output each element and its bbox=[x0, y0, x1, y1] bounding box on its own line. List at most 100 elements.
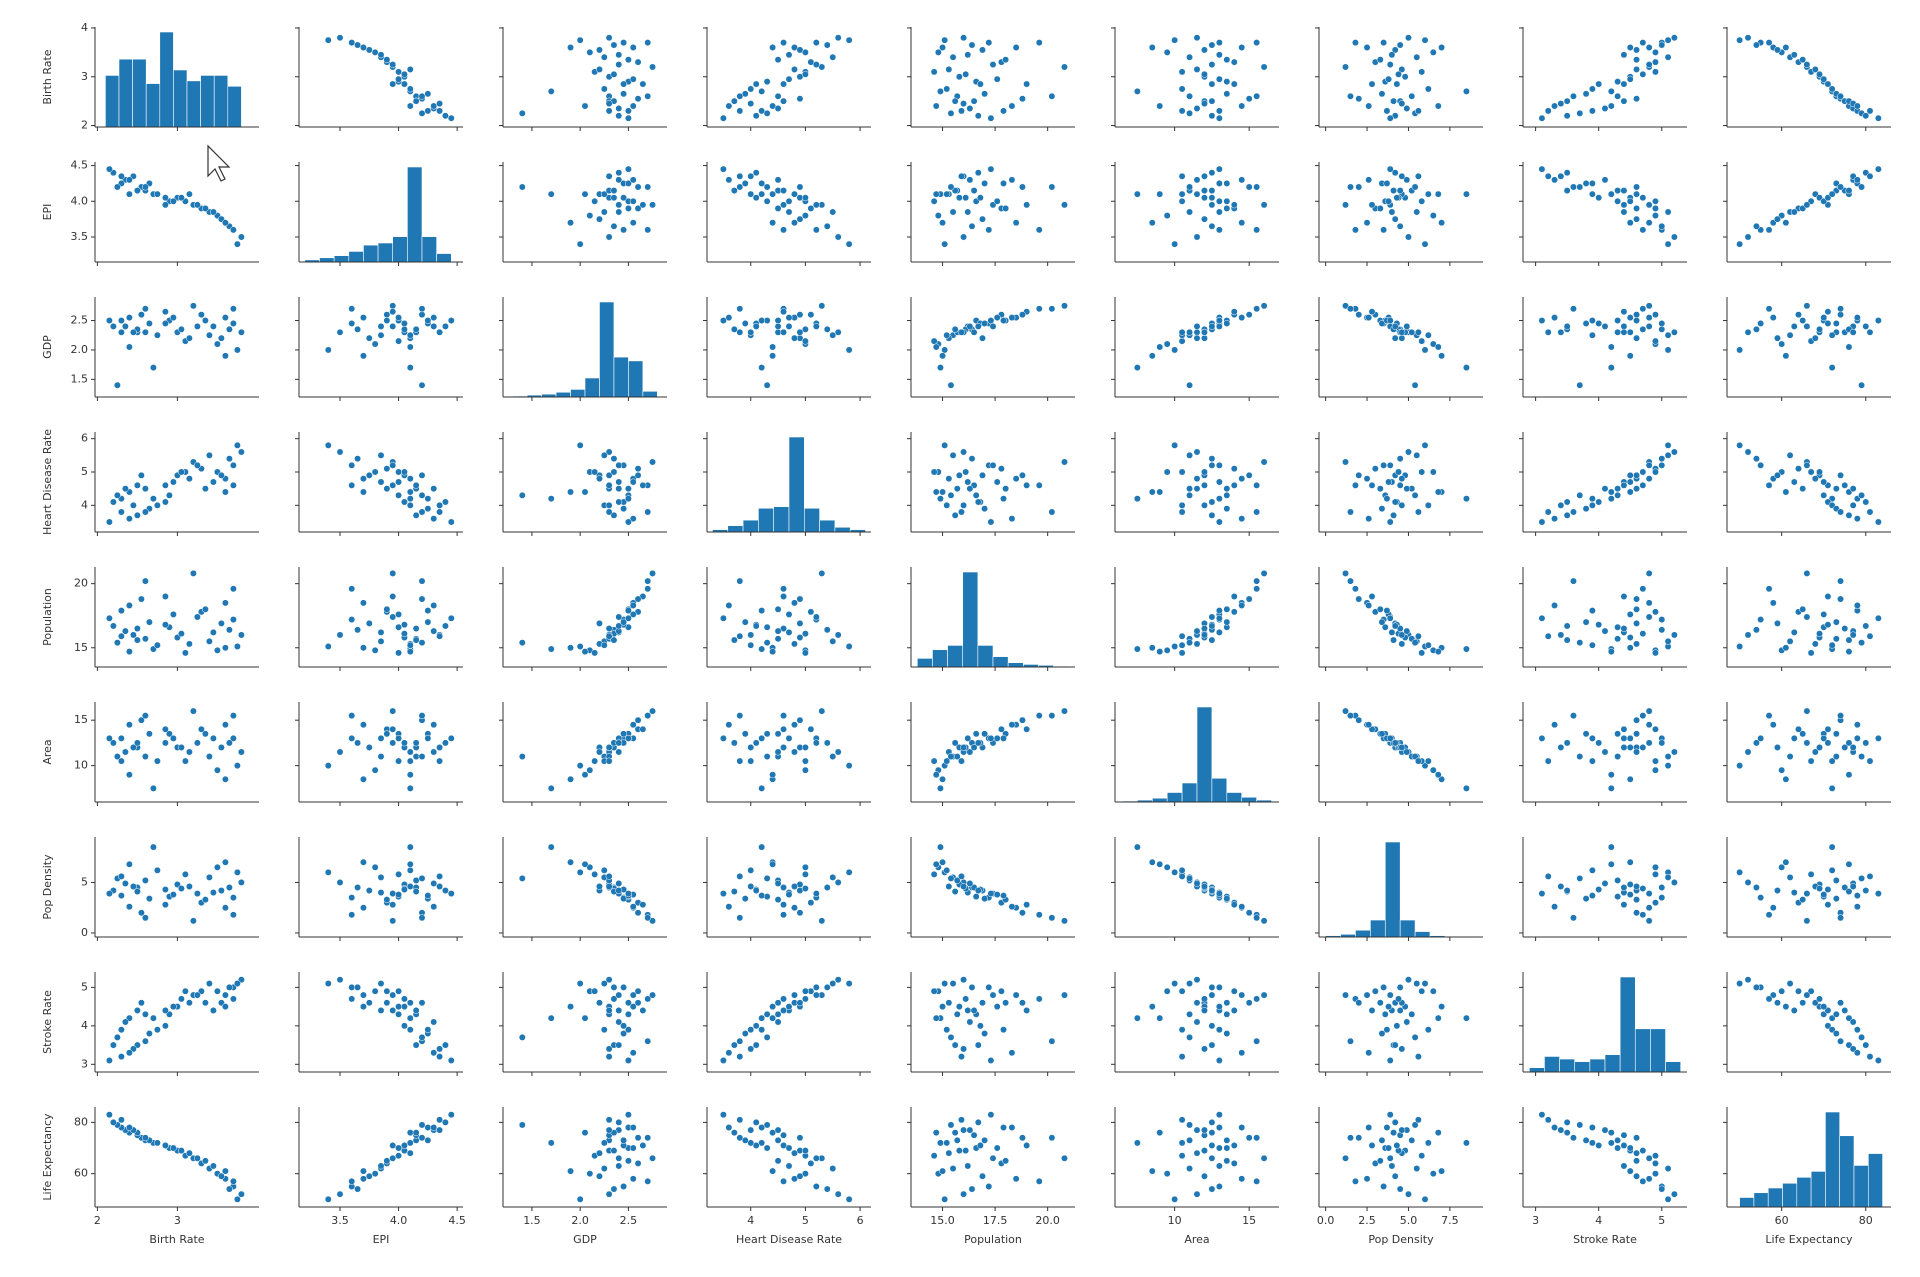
scatter-point bbox=[979, 334, 986, 342]
scatter-point bbox=[169, 478, 177, 486]
scatter-point bbox=[1664, 1165, 1672, 1172]
scatter-point bbox=[649, 458, 656, 466]
scatter-point bbox=[964, 208, 972, 216]
scatter-point bbox=[441, 1118, 449, 1126]
scatter-point bbox=[145, 1030, 153, 1037]
scatter-point bbox=[600, 208, 608, 216]
scatter-point bbox=[1429, 468, 1437, 476]
scatter-point bbox=[1171, 868, 1179, 876]
scatter-point bbox=[161, 194, 169, 202]
scatter-point bbox=[424, 618, 432, 626]
scatter-point bbox=[518, 639, 526, 647]
scatter-point bbox=[129, 501, 137, 509]
scatter-point bbox=[418, 109, 426, 117]
scatter-point bbox=[1390, 636, 1397, 644]
scatter-point bbox=[1023, 901, 1031, 909]
scatter-point bbox=[371, 646, 379, 654]
scatter-point bbox=[441, 322, 449, 330]
scatter-point bbox=[807, 311, 815, 319]
scatter-point bbox=[1215, 75, 1223, 83]
scatter-point bbox=[1820, 891, 1828, 899]
scatter-point bbox=[209, 478, 217, 486]
scatter-point bbox=[796, 215, 804, 223]
scatter-point bbox=[639, 201, 647, 209]
scatter-point bbox=[1193, 1190, 1201, 1198]
scatter-point bbox=[518, 1121, 526, 1129]
scatter-point bbox=[930, 870, 938, 878]
scatter-point bbox=[615, 1007, 623, 1014]
scatter-point bbox=[1163, 987, 1171, 995]
scatter-point bbox=[1365, 721, 1373, 729]
scatter-point bbox=[547, 87, 555, 95]
scatter-point bbox=[1215, 890, 1223, 898]
scatter-point bbox=[1614, 1136, 1622, 1144]
scatter-point bbox=[189, 302, 197, 310]
scatter-point bbox=[161, 308, 169, 316]
scatter-point bbox=[237, 879, 245, 886]
scatter-point bbox=[389, 593, 397, 600]
scatter-point bbox=[359, 1003, 367, 1011]
scatter-point bbox=[1424, 501, 1432, 509]
scatter-point bbox=[1429, 987, 1437, 995]
scatter-point bbox=[974, 1118, 982, 1126]
scatter-point bbox=[725, 1049, 733, 1057]
scatter-point bbox=[125, 648, 133, 656]
scatter-point bbox=[812, 991, 820, 999]
scatter-point bbox=[1790, 1007, 1798, 1014]
scatter-point bbox=[1824, 308, 1832, 316]
scatter-point bbox=[624, 734, 632, 742]
scatter-point bbox=[324, 762, 332, 770]
scatter-point bbox=[125, 602, 133, 609]
scatter-point bbox=[430, 515, 438, 523]
scatter-point bbox=[1208, 194, 1216, 202]
scatter-point bbox=[567, 488, 574, 496]
scatter-point bbox=[418, 311, 426, 319]
scatter-point bbox=[348, 734, 356, 742]
scatter-point bbox=[774, 1018, 782, 1026]
scatter-point bbox=[1215, 1144, 1223, 1152]
scatter-point bbox=[1845, 648, 1853, 656]
scatter-point bbox=[624, 204, 632, 212]
scatter-point bbox=[1862, 112, 1870, 120]
scatter-point bbox=[730, 888, 738, 895]
scatter-point bbox=[133, 511, 141, 519]
scatter-point bbox=[1385, 478, 1393, 486]
scatter-point bbox=[1803, 461, 1811, 469]
scatter-point bbox=[1845, 511, 1853, 519]
scatter-point bbox=[1434, 648, 1442, 656]
scatter-point bbox=[1171, 980, 1179, 987]
scatter-point bbox=[725, 1124, 733, 1131]
scatter-point bbox=[169, 197, 177, 205]
scatter-point bbox=[1858, 1033, 1866, 1041]
scatter-point bbox=[1253, 585, 1261, 593]
scatter-point bbox=[605, 448, 613, 456]
scatter-point bbox=[936, 1139, 944, 1147]
scatter-point bbox=[785, 51, 793, 59]
scatter-point bbox=[1223, 204, 1231, 212]
scatter-point bbox=[1658, 626, 1666, 634]
scatter-point bbox=[615, 485, 623, 493]
scatter-point bbox=[389, 322, 397, 330]
scatter-point bbox=[1853, 1049, 1861, 1057]
scatter-point bbox=[1178, 1116, 1186, 1124]
scatter-point bbox=[105, 614, 113, 622]
scatter-point bbox=[1786, 873, 1794, 881]
scatter-point bbox=[441, 112, 449, 120]
scatter-point bbox=[1438, 352, 1446, 360]
scatter-point bbox=[418, 914, 426, 922]
scatter-point bbox=[1347, 183, 1354, 191]
scatter-point bbox=[412, 511, 420, 519]
scatter-point bbox=[1386, 165, 1394, 173]
scatter-point bbox=[153, 331, 161, 339]
scatter-point bbox=[780, 884, 787, 891]
scatter-point bbox=[1238, 44, 1246, 51]
scatter-point bbox=[412, 636, 420, 644]
scatter-point bbox=[400, 468, 408, 476]
scatter-point bbox=[149, 1014, 157, 1022]
scatter-point bbox=[418, 1134, 426, 1142]
scatter-point bbox=[406, 1014, 414, 1022]
scatter-point bbox=[1551, 176, 1558, 184]
scatter-point bbox=[1061, 917, 1068, 925]
x-axis-label: Birth Rate bbox=[149, 1233, 204, 1246]
scatter-point bbox=[324, 441, 332, 449]
